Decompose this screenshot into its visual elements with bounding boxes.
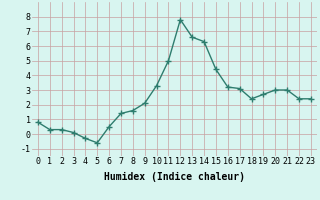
X-axis label: Humidex (Indice chaleur): Humidex (Indice chaleur) [104,172,245,182]
